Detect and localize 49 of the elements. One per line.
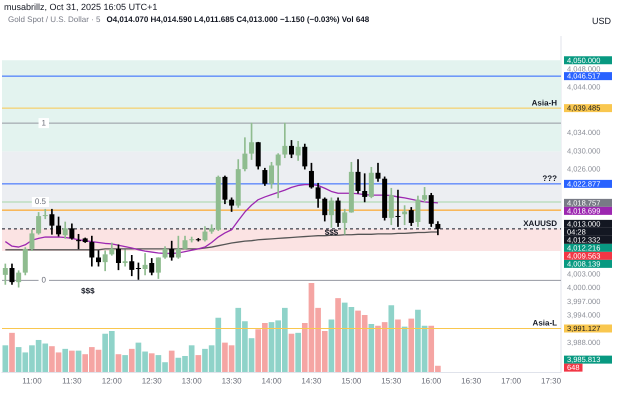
ref-line-label: Asia-L [532,318,558,328]
annotation: 0 [42,276,47,285]
annotation: 0.5 [34,197,47,206]
ref-line-label: ??? [542,174,558,184]
bar [2,345,8,372]
bar [122,355,128,372]
text: musabrillz, Oct 31, 2025 16:05 UTC+1 [4,2,158,12]
x-tick-label: 16:00 [421,376,442,386]
bar [9,332,15,372]
bar [388,305,394,372]
annotation: 1 [42,118,47,128]
x-tick-label: 16:30 [461,376,482,386]
x-tick-label: 14:00 [262,376,282,386]
annotation: $$$ [81,286,96,296]
bar [69,350,75,372]
x-tick-label: 17:00 [501,376,522,386]
bar [328,319,334,372]
x-tick-label: 13:30 [222,376,242,386]
bar [288,334,294,372]
x-tick-label: 14:30 [301,376,322,386]
ref-line-label: Asia-H [532,98,558,108]
bar [76,350,82,372]
y-axis-title: USD [592,16,611,26]
bar [62,348,68,372]
bar [402,326,408,372]
bar [148,353,155,372]
bar [128,348,135,372]
bar [408,318,414,372]
bar [295,332,301,372]
ref-line-label: XAUUSD [523,219,558,228]
x-tick-label: 11:30 [62,376,82,386]
annotation: $$$ [324,228,339,238]
x-tick-label: 12:30 [142,376,162,386]
x-tick-label: 12:00 [102,376,122,386]
x-tick-label: 15:00 [341,376,362,386]
bar [168,350,175,372]
candlestick [142,253,148,276]
x-tick-label: 17:30 [541,376,562,386]
bar [116,354,122,372]
bar [195,355,202,372]
bar [395,319,401,372]
chart-subtitle: O4,014.070 H4,014.590 L4,011.685 C4,013.000 −1.150 (−0.03%) Vol 648 [106,15,370,24]
bar [335,298,341,372]
x-tick-label: 11:00 [22,376,42,386]
chart-title: Gold Spot / U.S. Dollar · 5 [8,15,100,24]
candlestick [395,190,400,227]
x-tick-label: 13:00 [182,376,202,386]
bar [368,324,374,372]
x-tick-label: 15:30 [381,376,402,386]
